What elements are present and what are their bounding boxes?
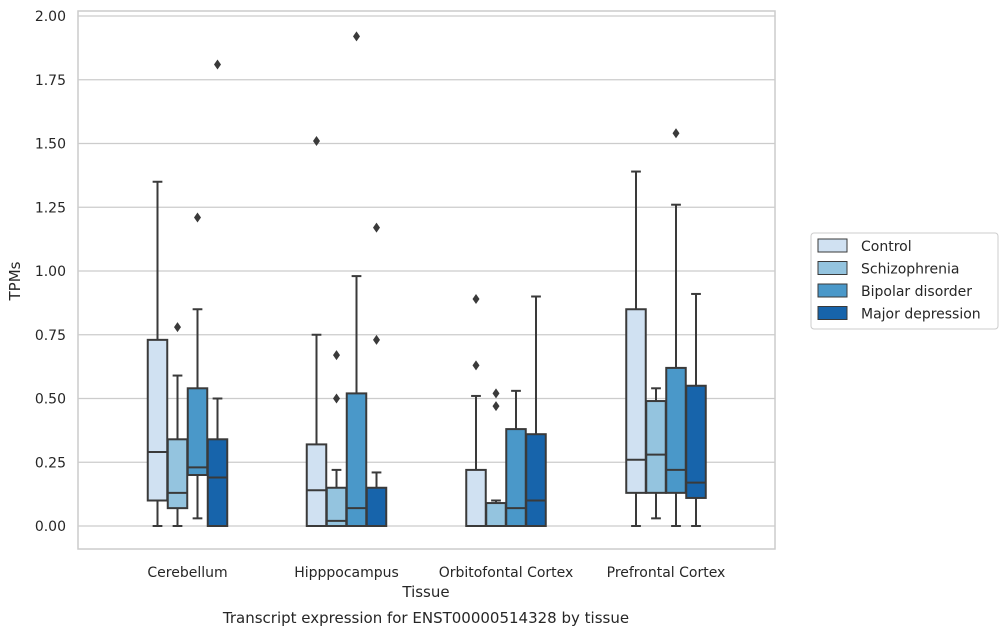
outlier-0: [313, 135, 320, 146]
outlier-0: [472, 360, 480, 371]
x-tick-label-0: Cerebellum: [147, 565, 227, 581]
y-axis-ticks: 0.00 0.25 0.50 0.75 1.00 1.25 1.50 1.75 2.00: [35, 9, 66, 535]
box-1-3: [645, 387, 667, 520]
box-0-3: [625, 170, 647, 527]
box-0-1: [305, 135, 328, 527]
legend-label-0: Control: [861, 239, 912, 255]
y-tick-label-1: 0.25: [35, 455, 66, 471]
outlier-0: [492, 401, 500, 412]
box-0-0: [146, 180, 169, 527]
legend-label-1: Schizophrenia: [861, 262, 959, 278]
outlier-1: [373, 222, 380, 233]
legend-swatch-2: [817, 283, 848, 298]
legend-label-2: Bipolar disorder: [861, 284, 972, 300]
outlier-1: [333, 350, 340, 361]
box-body: [685, 384, 707, 499]
legend-swatch-0: [817, 238, 848, 253]
box-body: [625, 308, 647, 494]
box-body: [305, 443, 328, 527]
legend-frame: [810, 232, 999, 330]
box-2-2: [505, 389, 527, 528]
y-tick-label-4: 1.00: [35, 264, 66, 280]
box-3-1: [365, 222, 388, 527]
outlier-0: [194, 212, 201, 223]
box-body: [365, 486, 388, 527]
outlier-1: [492, 388, 500, 399]
box-2-3: [665, 128, 687, 527]
y-axis-label: TPMs: [6, 261, 24, 301]
y-tick-label-7: 1.75: [35, 73, 66, 89]
legend-swatch-1: [817, 261, 848, 275]
outlier-0: [333, 393, 340, 404]
y-tick-label-5: 1.25: [35, 200, 66, 216]
series-control: [146, 135, 647, 527]
box-groups: [146, 31, 707, 528]
outlier-1: [472, 294, 480, 305]
box-0-2: [465, 294, 487, 527]
x-axis-label: Tissue: [401, 583, 449, 601]
outlier-0: [373, 334, 380, 345]
y-tick-label-3: 0.75: [35, 328, 66, 344]
legend-label-3: Major depression: [861, 307, 981, 323]
y-tick-label-6: 1.50: [35, 137, 66, 153]
box-body: [505, 428, 527, 528]
series-major-depression: [206, 59, 707, 528]
box-body: [186, 387, 209, 476]
box-body: [665, 366, 687, 494]
y-tick-label-2: 0.50: [35, 392, 66, 408]
box-body: [525, 433, 547, 528]
legend: Control Schizophrenia Bipolar disorder Majo…: [810, 232, 999, 330]
outlier-0: [174, 322, 181, 333]
box-1-1: [325, 350, 348, 527]
box-3-0: [206, 59, 229, 527]
plot-area-frame: [77, 10, 776, 550]
box-3-2: [525, 295, 547, 528]
box-1-2: [485, 388, 507, 527]
box-2-0: [186, 212, 209, 520]
chart-title: Transcript expression for ENST0000051432…: [222, 609, 629, 627]
box-body: [206, 438, 229, 527]
box-3-3: [685, 292, 707, 527]
box-body: [645, 400, 667, 494]
box-body: [146, 338, 169, 502]
box-2-1: [345, 31, 368, 527]
outlier-0: [353, 31, 360, 42]
outlier-0: [214, 59, 221, 70]
x-tick-label-3: Prefrontal Cortex: [607, 565, 726, 581]
y-tick-label-8: 2.00: [35, 9, 66, 25]
series-bipolar-disorder: [186, 31, 687, 528]
box-body: [166, 438, 189, 510]
x-tick-label-1: Hipppocampus: [294, 565, 399, 581]
box-body: [345, 392, 368, 527]
series-schizophrenia: [166, 322, 667, 527]
legend-swatch-3: [817, 306, 848, 320]
outlier-0: [672, 128, 680, 139]
y-tick-label-0: 0.00: [35, 519, 66, 535]
box-body: [465, 468, 487, 527]
box-1-0: [166, 322, 189, 527]
x-axis-ticks: Cerebellum Hipppocampus Orbitofontal Corte…: [147, 565, 725, 581]
x-tick-label-2: Orbitofontal Cortex: [439, 565, 574, 581]
box-body: [485, 502, 507, 527]
